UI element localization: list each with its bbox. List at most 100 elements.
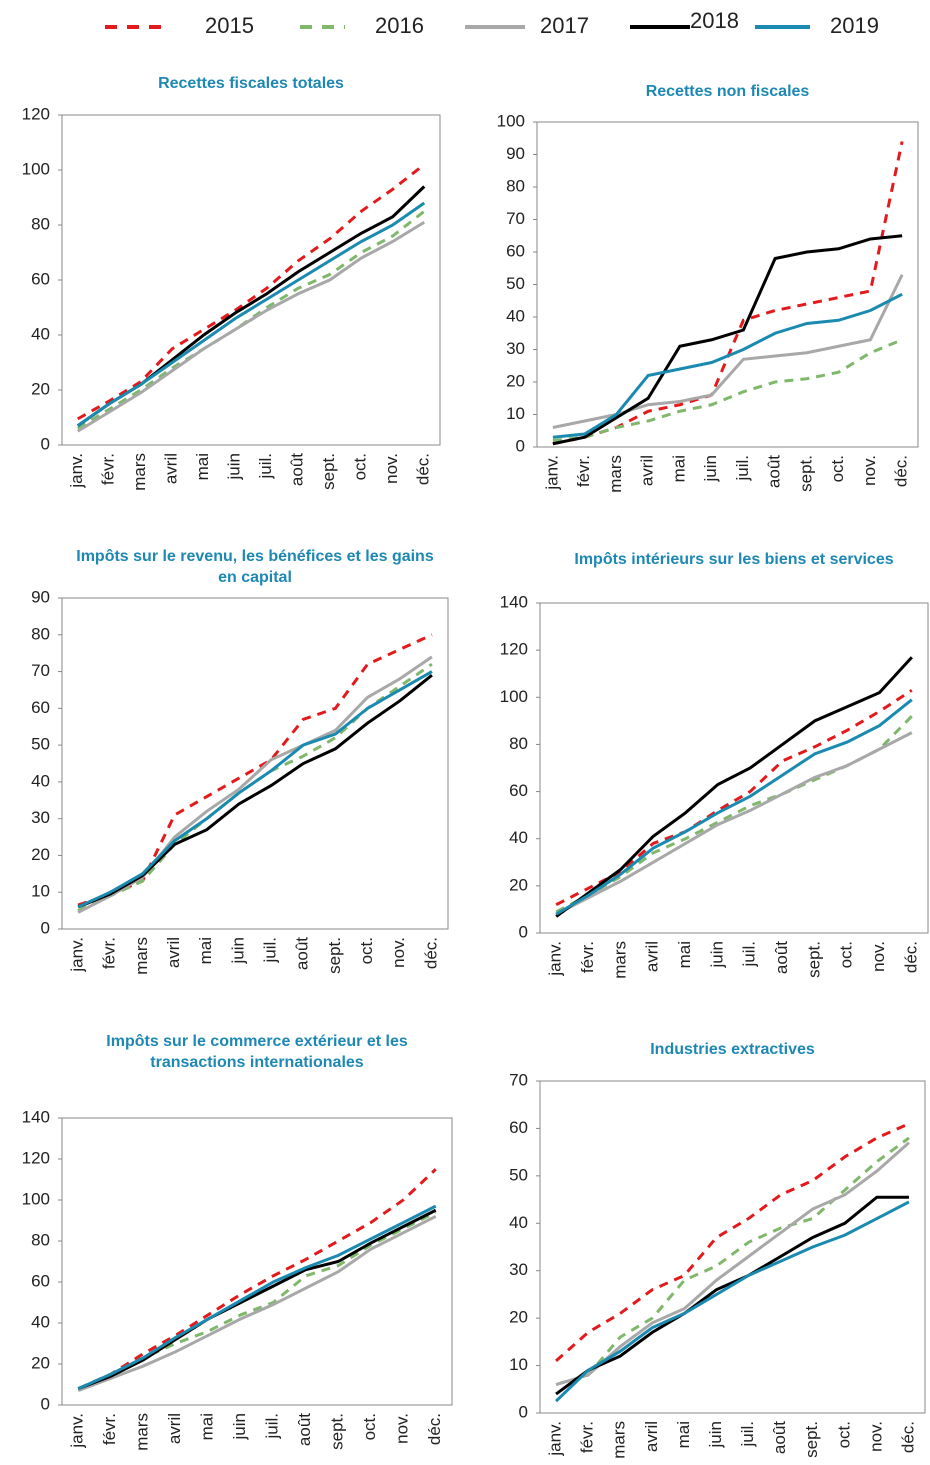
y-tick-label: 120 (22, 104, 50, 123)
y-tick-label: 60 (506, 241, 525, 260)
x-tick-label: févr. (99, 453, 118, 485)
y-tick-label: 20 (509, 1308, 528, 1327)
x-tick-label: mars (130, 453, 149, 491)
chart-title: Recettes non fiscales (645, 83, 810, 100)
series-line (77, 662, 433, 912)
y-tick-label: 50 (31, 735, 50, 754)
x-tick-label: sept. (325, 937, 344, 974)
x-tick-label: mars (610, 1421, 629, 1459)
x-tick-label: oct. (351, 453, 370, 480)
x-tick-label: sept. (796, 455, 815, 492)
x-tick-label: nov. (869, 941, 888, 972)
legend-label: 2015 (205, 13, 254, 38)
x-tick-label: avril (164, 937, 183, 968)
x-tick-label: mars (610, 941, 629, 979)
plot-frame (61, 1117, 453, 1406)
y-tick-label: 40 (31, 324, 50, 343)
x-tick-label: déc. (901, 941, 920, 973)
x-tick-label: avril (643, 941, 662, 972)
series-line (76, 201, 426, 427)
x-tick-label: avril (642, 1421, 661, 1452)
x-tick-label: janv. (542, 455, 561, 491)
x-tick-label: déc. (425, 1413, 444, 1445)
y-tick-label: 60 (31, 1271, 50, 1290)
y-tick-label: 120 (22, 1148, 50, 1167)
x-tick-label: juin (706, 1421, 725, 1448)
y-tick-label: 100 (497, 111, 525, 130)
x-tick-label: nov. (382, 453, 401, 484)
y-tick-label: 80 (31, 214, 50, 233)
x-tick-label: janv. (546, 1421, 565, 1457)
plot-frame (61, 597, 449, 930)
x-tick-label: juin (701, 455, 720, 482)
plot-frame (61, 114, 441, 446)
y-tick-label: 80 (31, 1230, 50, 1249)
x-tick-label: juin (228, 937, 247, 964)
x-tick-label: déc. (892, 455, 911, 487)
x-tick-label: févr. (578, 1421, 597, 1453)
x-tick-label: janv. (67, 453, 86, 489)
y-tick-label: 0 (519, 922, 528, 941)
y-tick-label: 140 (500, 592, 528, 611)
x-tick-label: sept. (804, 941, 823, 978)
y-tick-label: 30 (31, 808, 50, 827)
x-tick-label: févr. (578, 941, 597, 973)
x-tick-label: déc. (414, 453, 433, 485)
x-tick-label: janv. (546, 941, 565, 977)
series-line (77, 1215, 437, 1393)
x-tick-label: sept. (319, 453, 338, 490)
y-tick-label: 60 (31, 698, 50, 717)
y-tick-label: 100 (500, 687, 528, 706)
x-tick-label: août (295, 1413, 314, 1446)
x-tick-label: mai (198, 1413, 217, 1440)
series-line (77, 163, 426, 421)
y-tick-label: 140 (22, 1107, 50, 1126)
x-tick-label: févr. (574, 455, 593, 487)
x-tick-label: juil. (740, 941, 759, 968)
series-line (77, 674, 433, 909)
legend-label: 2016 (375, 13, 424, 38)
y-tick-label: 40 (509, 828, 528, 847)
x-tick-label: oct. (360, 1413, 379, 1440)
y-tick-label: 40 (31, 771, 50, 790)
x-tick-label: août (770, 1421, 789, 1454)
y-tick-label: 20 (31, 379, 50, 398)
y-tick-label: 0 (41, 1394, 50, 1413)
chart-title: Impôts sur le commerce extérieur et les … (106, 1033, 408, 1071)
y-tick-label: 20 (509, 875, 528, 894)
x-tick-label: avril (165, 1413, 184, 1444)
series-line (555, 688, 913, 907)
y-tick-label: 60 (31, 269, 50, 288)
series-line (552, 338, 903, 442)
x-tick-label: nov. (866, 1421, 885, 1452)
x-tick-label: janv. (68, 1413, 87, 1449)
y-tick-label: 10 (31, 882, 50, 901)
chart-title: Industries extractives (650, 1041, 815, 1058)
series-line (76, 220, 426, 433)
y-tick-label: 80 (506, 176, 525, 195)
x-tick-label: mars (132, 937, 151, 975)
y-tick-label: 0 (519, 1402, 528, 1421)
x-tick-label: déc. (421, 937, 440, 969)
series-line (555, 715, 913, 914)
y-tick-label: 0 (41, 918, 50, 937)
x-tick-label: déc. (898, 1421, 917, 1453)
x-tick-label: juin (707, 941, 726, 968)
series-line (555, 656, 913, 918)
x-tick-label: août (293, 937, 312, 970)
series-line (77, 633, 433, 907)
y-tick-label: 60 (509, 781, 528, 800)
x-tick-label: mai (193, 453, 212, 480)
y-tick-label: 20 (31, 1353, 50, 1372)
x-tick-label: oct. (357, 937, 376, 964)
x-tick-label: sept. (328, 1413, 347, 1450)
plot-frame (536, 121, 919, 448)
series-line (555, 1200, 910, 1403)
y-tick-label: 70 (31, 661, 50, 680)
chart-title: Recettes fiscales totales (158, 75, 344, 92)
y-tick-label: 90 (31, 587, 50, 606)
plot-frame (539, 602, 929, 934)
y-tick-label: 30 (509, 1260, 528, 1279)
series-line (555, 1195, 909, 1396)
